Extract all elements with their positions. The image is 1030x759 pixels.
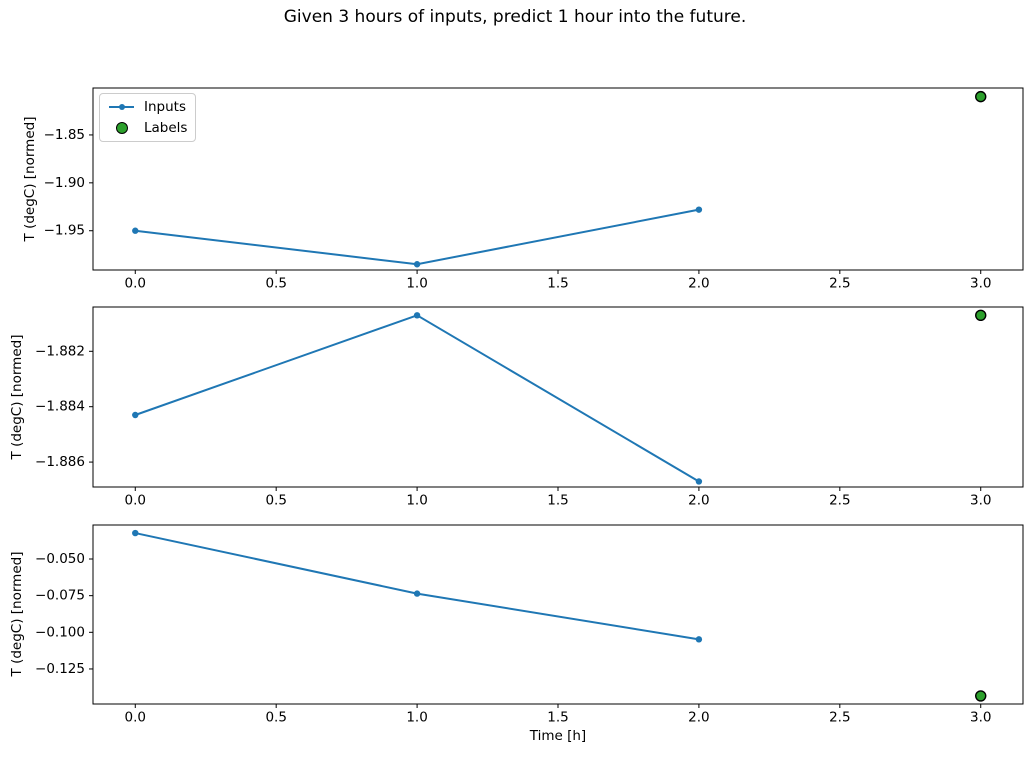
subplot3-inputs-marker <box>132 529 139 537</box>
subplot1-labels-marker <box>975 90 987 103</box>
subplot3-y-axis-label: T (degC) [normed] <box>9 551 25 677</box>
subplot2-labels-marker <box>975 309 987 322</box>
subplot1-y-tick-label: −1.90 <box>44 175 85 191</box>
subplot3-x-tick-label: 3.0 <box>970 710 991 726</box>
subplot1-y-tick-label: −1.85 <box>44 127 85 143</box>
figure-title: Given 3 hours of inputs, predict 1 hour … <box>283 7 747 27</box>
x-axis-label: Time [h] <box>529 728 587 744</box>
subplot1-x-tick-label: 1.5 <box>547 276 568 292</box>
subplot3-x-tick-label: 2.0 <box>688 710 709 726</box>
subplot1-x-tick-label: 0.0 <box>125 276 146 292</box>
subplot1-x-tick-label: 1.0 <box>406 276 427 292</box>
subplot2-inputs-marker <box>132 411 139 419</box>
subplot2-inputs-marker <box>413 312 421 319</box>
subplot3-y-tick-label: −0.100 <box>35 624 85 640</box>
subplot3-x-tick-label: 1.5 <box>547 710 568 726</box>
subplot3-y-tick-label: −0.050 <box>35 551 85 567</box>
subplot3-x-tick-label: 0.0 <box>125 710 146 726</box>
subplot1-inputs-marker <box>132 227 139 234</box>
subplot3-x-tick-label: 1.0 <box>406 710 427 726</box>
subplot1-border <box>92 87 1024 271</box>
labels-circle-icon <box>108 122 135 134</box>
subplot3-x-tick-label: 2.5 <box>829 710 850 726</box>
subplot3-inputs-marker <box>695 636 703 643</box>
subplot3-border <box>92 524 1024 705</box>
subplot2-x-tick-label: 1.5 <box>547 493 568 509</box>
legend-label-labels: Labels <box>144 120 188 136</box>
legend-label-inputs: Inputs <box>144 99 186 115</box>
subplot2-y-axis-label: T (degC) [normed] <box>9 334 25 460</box>
subplot3-inputs-line <box>134 532 700 641</box>
subplot1-y-axis-label: T (degC) [normed] <box>22 116 38 242</box>
subplot3-x-tick-label: 0.5 <box>265 710 286 726</box>
subplot2-inputs-line <box>134 314 700 483</box>
subplot1-x-tick-label: 2.5 <box>829 276 850 292</box>
subplot1-x-tick-label: 2.0 <box>688 276 709 292</box>
subplot2-x-tick-label: 2.0 <box>688 493 709 509</box>
subplot2-inputs-marker <box>695 478 703 485</box>
subplot1-inputs-marker <box>695 206 703 213</box>
subplot2-x-tick-label: 2.5 <box>829 493 850 509</box>
subplot3-y-tick-label: −0.075 <box>35 588 85 604</box>
subplot2-border <box>92 306 1024 488</box>
subplot2-y-tick-label: −1.886 <box>35 454 85 470</box>
subplot2-x-tick-label: 0.0 <box>125 493 146 509</box>
subplot2-x-tick-label: 1.0 <box>406 493 427 509</box>
subplot1-x-tick-label: 3.0 <box>970 276 991 292</box>
subplot2-y-tick-label: −1.882 <box>35 343 85 359</box>
subplot1-inputs-marker <box>413 261 421 268</box>
subplot2-x-tick-label: 0.5 <box>265 493 286 509</box>
subplot2-x-tick-label: 3.0 <box>970 493 991 509</box>
inputs-line-dot-icon <box>108 104 135 110</box>
subplot2-y-tick-label: −1.884 <box>35 399 85 415</box>
subplot1-y-tick-label: −1.95 <box>44 223 85 239</box>
legend-item-labels: Labels <box>108 118 189 138</box>
legend: Inputs Labels <box>99 93 196 142</box>
subplot1-x-tick-label: 0.5 <box>265 276 286 292</box>
legend-item-inputs: Inputs <box>108 97 189 117</box>
subplot3-labels-marker <box>975 690 987 702</box>
subplot3-inputs-marker <box>413 590 421 597</box>
subplot3-y-tick-label: −0.125 <box>35 661 85 677</box>
subplot1-inputs-line <box>134 208 700 266</box>
